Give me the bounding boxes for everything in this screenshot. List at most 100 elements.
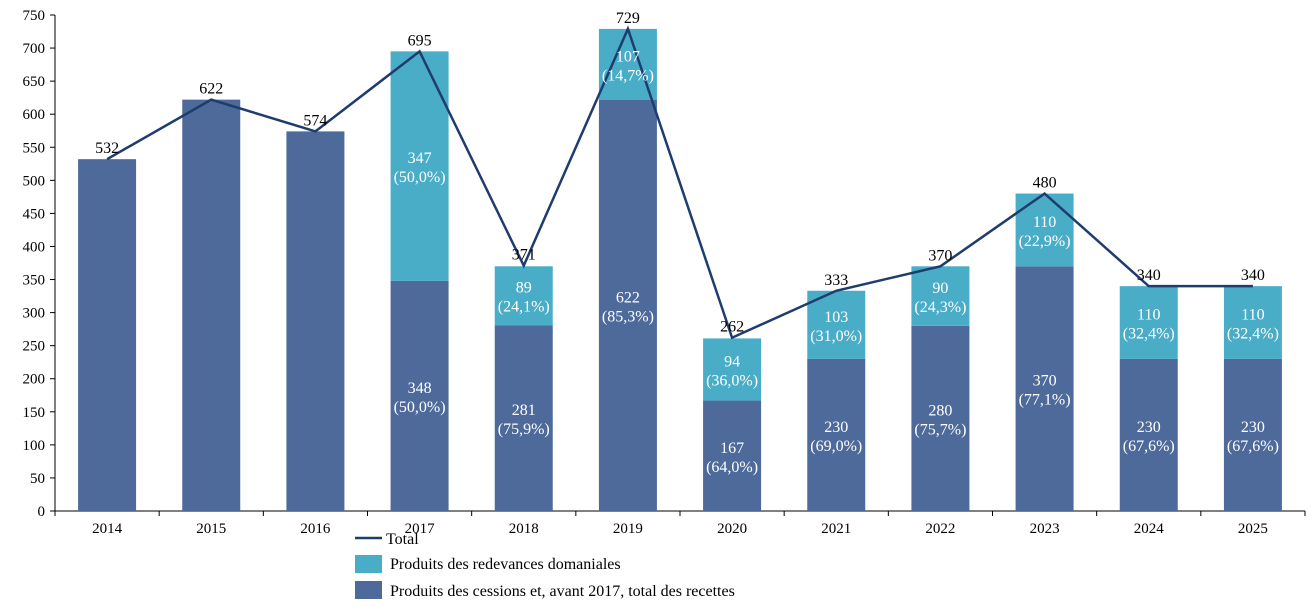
total-value-label: 622	[199, 81, 223, 98]
legend: Total Produits des redevances domaniales…	[355, 531, 735, 600]
bar-redevances-value-label: 347	[408, 150, 432, 167]
bar-redevances-value-label: 89	[516, 280, 532, 297]
bar-redevances-share-label: (32,4%)	[1227, 326, 1279, 343]
data-labels: 348 (50,0%) 347 (50,0%) 281 (75,9%) 89 (24,1%) 6…	[95, 10, 1279, 476]
y-tick-label: 50	[30, 471, 45, 487]
bar-cessions	[390, 280, 449, 511]
axes: 0 50 100 150 200 250 300 350 400 450 500 550 600 650 7…	[23, 8, 1306, 537]
bar-cessions-value-label: 230	[1137, 419, 1161, 436]
y-tick-label: 400	[23, 239, 46, 255]
bar-redevances	[1223, 286, 1282, 359]
legend-cessions-label: Produits des cessions et, avant 2017, to…	[390, 583, 735, 600]
total-value-label: 370	[928, 247, 952, 264]
bar-cessions	[703, 400, 762, 511]
bar-redevances-value-label: 103	[824, 309, 848, 326]
y-tick-label: 450	[23, 206, 46, 222]
bar-redevances	[911, 266, 970, 326]
bar-cessions	[78, 159, 137, 512]
bar-cessions-share-label: (85,3%)	[602, 308, 654, 325]
y-tick-label: 650	[23, 74, 46, 90]
bar-cessions	[1015, 266, 1074, 511]
bar-redevances-share-label: (22,9%)	[1019, 233, 1071, 250]
bar-redevances-share-label: (24,1%)	[498, 299, 550, 316]
bar-redevances-value-label: 110	[1033, 214, 1056, 231]
y-tick-label: 200	[23, 372, 46, 388]
bar-redevances-share-label: (50,0%)	[394, 169, 446, 186]
bar-redevances-value-label: 90	[932, 280, 948, 297]
total-value-label: 695	[408, 32, 432, 49]
x-tick-label: 2019	[613, 521, 643, 537]
total-value-label: 480	[1033, 175, 1057, 192]
bar-cessions	[1119, 358, 1178, 511]
total-line	[106, 25, 1253, 340]
total-value-label: 333	[824, 272, 848, 289]
bar-redevances	[807, 290, 866, 359]
bar-cessions	[286, 131, 345, 512]
bar-cessions-share-label: (67,6%)	[1227, 438, 1279, 455]
legend-cessions-swatch	[355, 581, 382, 599]
total-value-label: 574	[303, 112, 327, 129]
bars	[78, 28, 1282, 512]
bar-cessions-share-label: (77,1%)	[1019, 392, 1071, 409]
total-line-layer	[106, 25, 1254, 340]
bar-redevances	[1119, 286, 1178, 359]
y-tick-label: 150	[23, 405, 46, 421]
bar-cessions-share-label: (67,6%)	[1123, 438, 1175, 455]
bar-cessions-share-label: (75,9%)	[498, 421, 550, 438]
bar-redevances-value-label: 107	[616, 48, 640, 65]
bar-cessions	[494, 325, 553, 511]
x-tick-label: 2016	[300, 521, 331, 537]
bar-redevances-value-label: 110	[1137, 307, 1160, 324]
total-value-label: 340	[1241, 267, 1265, 284]
legend-total-label: Total	[386, 531, 419, 548]
bar-cessions	[182, 99, 241, 511]
bar-cessions-value-label: 230	[824, 419, 848, 436]
x-tick-label: 2014	[92, 521, 123, 537]
y-tick-label: 600	[23, 107, 46, 123]
total-value-label: 262	[720, 319, 744, 336]
y-tick-label: 700	[23, 41, 46, 57]
bar-cessions-value-label: 622	[616, 289, 640, 306]
x-tick-label: 2023	[1030, 521, 1060, 537]
x-tick-label: 2017	[405, 521, 436, 537]
total-value-label: 340	[1137, 267, 1161, 284]
bar-cessions-value-label: 370	[1033, 373, 1057, 390]
bar-redevances-share-label: (14,7%)	[602, 67, 654, 84]
legend-redevances-swatch	[355, 555, 382, 573]
bar-redevances-value-label: 110	[1241, 307, 1264, 324]
x-tick-label: 2025	[1238, 521, 1268, 537]
bar-redevances-value-label: 94	[724, 353, 740, 370]
x-tick-label: 2024	[1134, 521, 1165, 537]
bar-cessions-share-label: (69,0%)	[810, 438, 862, 455]
bar-cessions-share-label: (50,0%)	[394, 399, 446, 416]
bar-redevances	[703, 338, 762, 401]
bar-cessions-value-label: 348	[408, 380, 432, 397]
bar-cessions-share-label: (64,0%)	[706, 459, 758, 476]
y-tick-label: 750	[23, 8, 46, 24]
x-tick-label: 2015	[196, 521, 226, 537]
bar-redevances-share-label: (36,0%)	[706, 372, 758, 389]
y-tick-label: 0	[38, 504, 46, 520]
bar-redevances-share-label: (32,4%)	[1123, 326, 1175, 343]
bar-cessions-value-label: 230	[1241, 419, 1265, 436]
bar-cessions-value-label: 167	[720, 440, 744, 457]
bar-cessions	[1223, 358, 1282, 511]
total-value-label: 532	[95, 140, 119, 157]
y-tick-label: 100	[23, 438, 46, 454]
bar-cessions	[911, 325, 970, 511]
x-tick-label: 2020	[717, 521, 747, 537]
bar-cessions-value-label: 280	[928, 402, 952, 419]
y-tick-label: 350	[23, 273, 46, 289]
total-value-label: 371	[512, 247, 536, 264]
y-tick-label: 300	[23, 306, 46, 322]
y-tick-label: 550	[23, 140, 46, 156]
bar-cessions-value-label: 281	[512, 402, 536, 419]
bar-redevances-share-label: (24,3%)	[914, 299, 966, 316]
y-tick-label: 500	[23, 173, 46, 189]
x-tick-label: 2022	[925, 521, 955, 537]
x-tick-label: 2021	[821, 521, 851, 537]
bar-cessions	[807, 358, 866, 511]
bar-redevances	[494, 266, 553, 326]
bar-redevances-share-label: (31,0%)	[810, 328, 862, 345]
